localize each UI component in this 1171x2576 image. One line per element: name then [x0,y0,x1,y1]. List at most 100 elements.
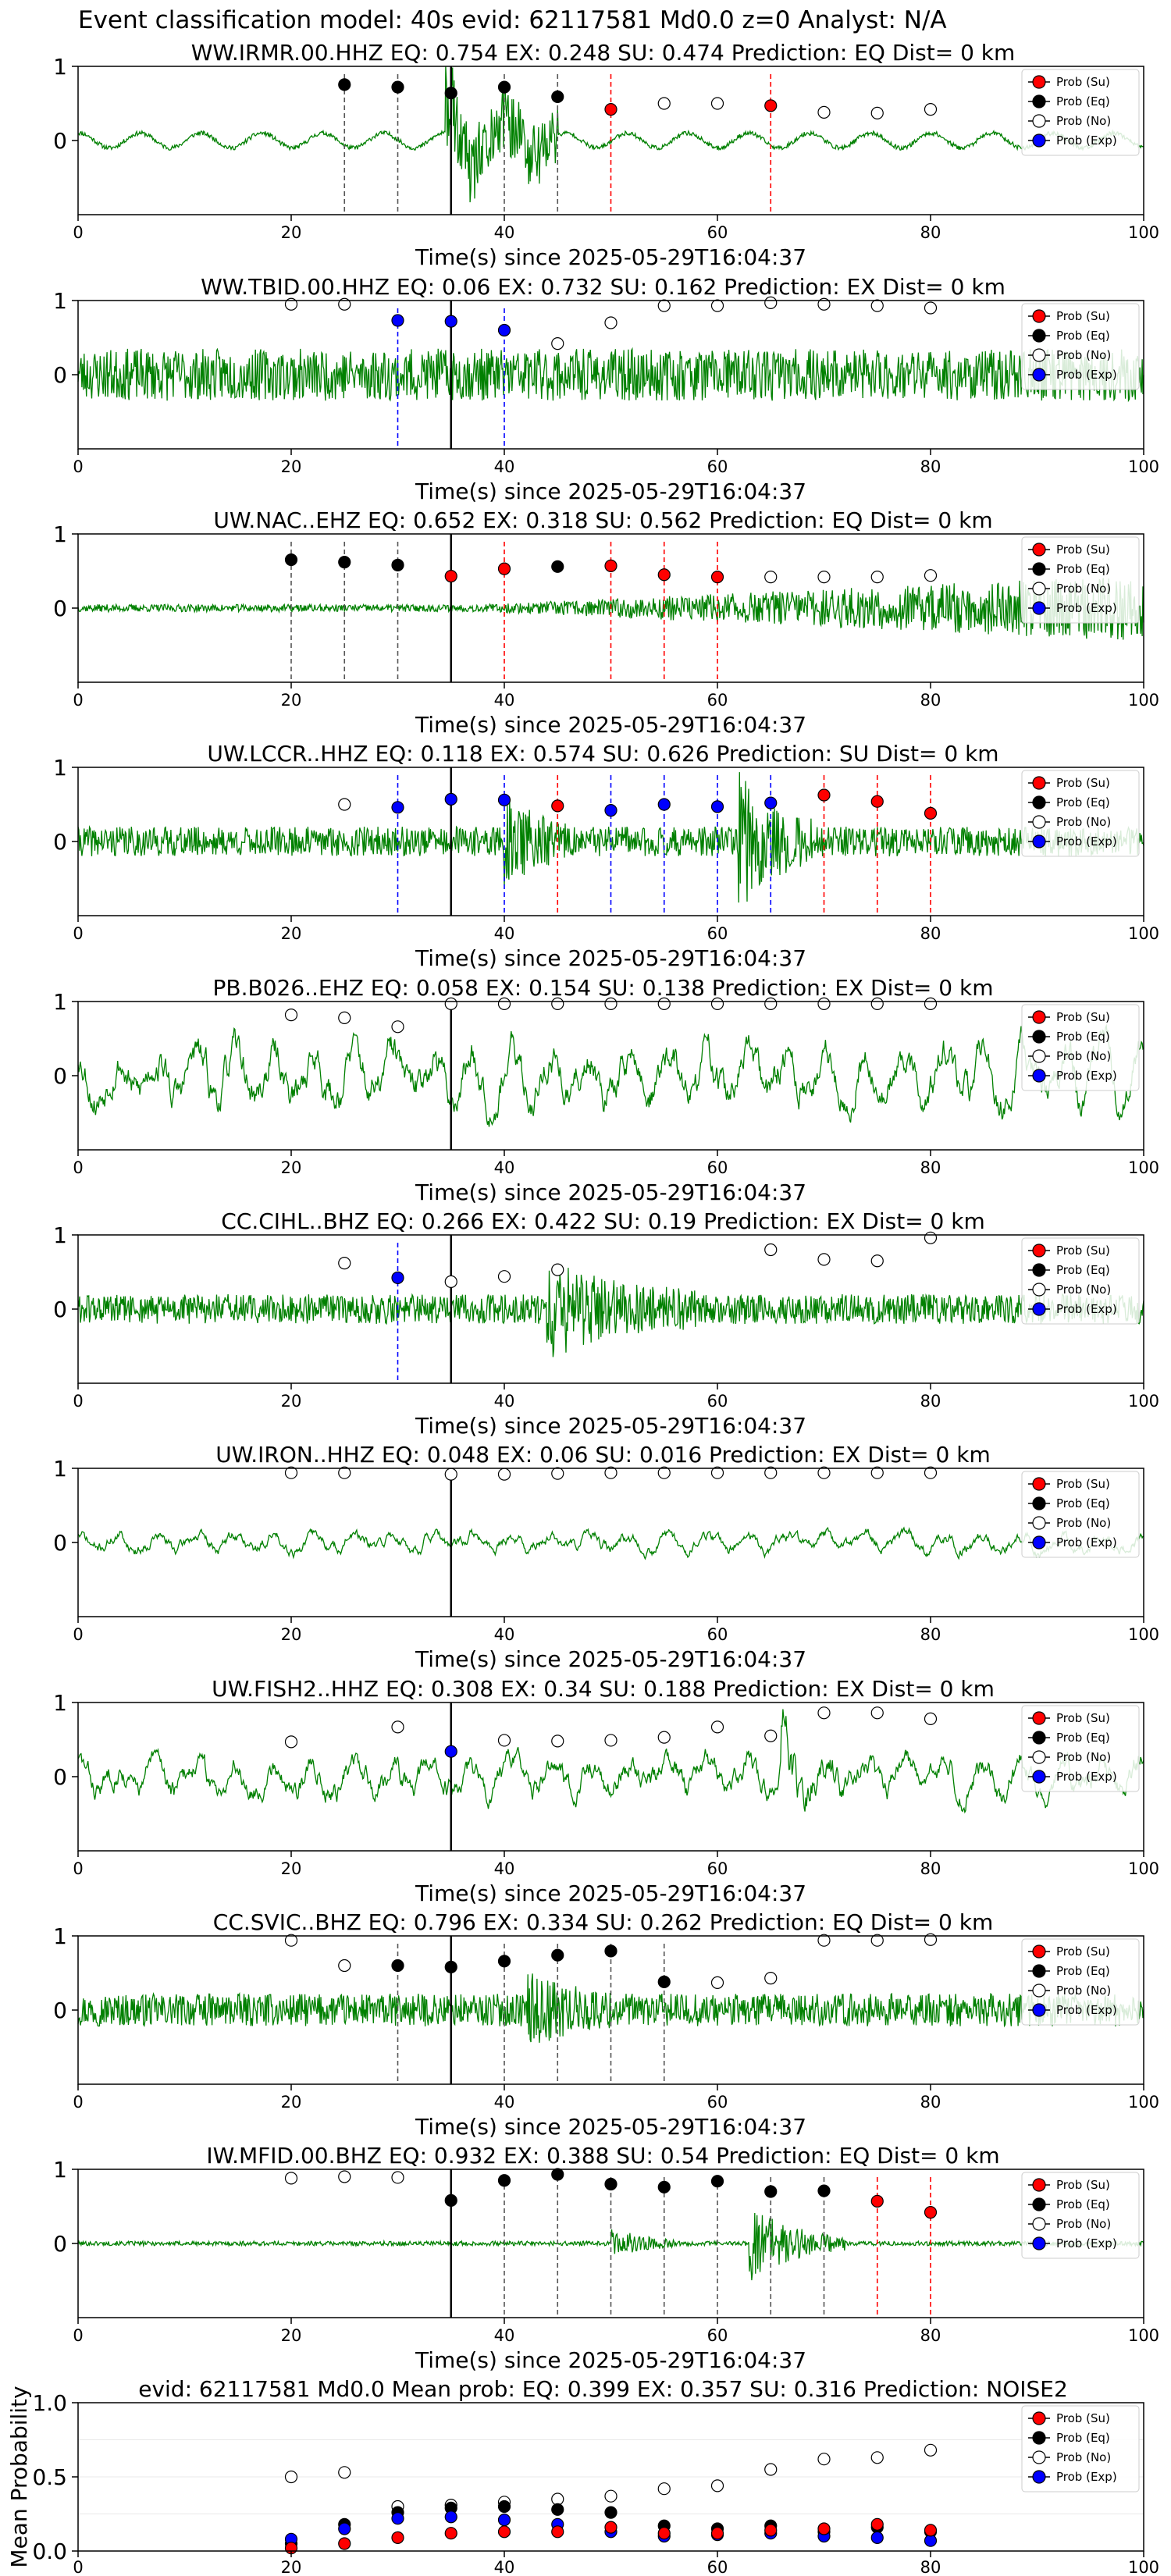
probability-point [444,2194,457,2207]
y-tick-label: 0.0 [32,2539,67,2564]
x-tick-label: 20 [281,223,302,242]
probability-point [497,1955,511,1968]
x-tick-label: 100 [1128,1158,1159,1177]
mean-prob-point [764,2524,778,2537]
x-tick-label: 0 [73,924,83,943]
legend-marker [1032,114,1046,128]
x-tick-label: 20 [281,1158,302,1177]
legend-label: Prob (Eq) [1056,2197,1110,2211]
mean-prob-point [444,2510,457,2524]
probability-point [497,562,511,575]
legend-label: Prob (Eq) [1056,329,1110,343]
legend-marker [1032,1535,1046,1550]
x-tick-label: 80 [920,223,941,242]
x-tick-label: 20 [281,2326,302,2345]
probability-point [338,297,351,311]
probability-point [338,798,351,811]
waveform-trace [77,2212,1144,2281]
mean-prob-point [497,2514,511,2527]
legend-marker [1032,309,1046,323]
legend-label: Prob (No) [1056,2450,1111,2464]
x-tick-label: 80 [920,924,941,943]
probability-point [284,1735,298,1749]
legend-marker [1032,2470,1046,2484]
x-tick-label: 0 [73,1392,83,1411]
probability-point [284,297,298,311]
y-tick-label: 0 [53,128,67,154]
x-tick-label: 20 [281,924,302,943]
legend-marker [1032,1496,1046,1510]
mean-prob-point [870,2517,884,2531]
x-tick-label: 40 [494,2093,515,2112]
mean-prob-point [924,2443,938,2457]
waveform-panel: 0 20 40 60 80 100 0 1 UW.LCCR..HHZ EQ: 0.118 EX:… [53,741,1159,971]
y-tick-label: 1 [53,1222,67,1248]
probability-point [604,803,618,817]
x-axis-label: Time(s) since 2025-05-29T16:04:37 [415,1179,806,1205]
probability-point [870,570,884,584]
legend-label: Prob (No) [1056,114,1111,128]
probability-point [924,997,938,1010]
legend-label: Prob (Exp) [1056,2236,1117,2250]
probability-point [604,1944,618,1958]
probability-point [924,103,938,116]
probability-point [604,559,618,572]
probability-point [657,1975,671,1988]
x-tick-label: 60 [707,1859,728,1878]
x-tick-label: 60 [707,223,728,242]
legend-label: Prob (No) [1056,582,1111,596]
y-tick-label: 0 [53,596,67,621]
x-tick-label: 100 [1128,1625,1159,1644]
x-tick-label: 0 [73,2558,83,2576]
x-tick-label: 0 [73,223,83,242]
x-tick-label: 100 [1128,924,1159,943]
x-tick-label: 0 [73,1625,83,1644]
y-tick-label: 0 [53,1998,67,2023]
mean-prob-point [391,2512,404,2525]
probability-point [551,1263,564,1276]
probability-point [764,2185,778,2198]
y-tick-label: 1 [53,1456,67,1482]
probability-point [710,1720,724,1734]
legend-label: Prob (Eq) [1056,562,1110,576]
waveform-panel: 0 20 40 60 80 100 0 1 UW.NAC..EHZ EQ: 0.652 EX: … [53,507,1159,738]
waveform-trace [77,1268,1144,1357]
x-tick-label: 20 [281,457,302,476]
probability-point [764,1972,778,1985]
legend-label: Prob (Exp) [1056,1770,1117,1784]
legend-label: Prob (Exp) [1056,1069,1117,1083]
x-tick-label: 100 [1128,691,1159,710]
x-tick-label: 60 [707,924,728,943]
mean-prob-point [924,2524,938,2537]
probability-point [870,795,884,808]
legend-label: Prob (Exp) [1056,834,1117,849]
probability-point [497,1734,511,1747]
legend-label: Prob (Exp) [1056,368,1117,382]
legend-label: Prob (Exp) [1056,1535,1117,1550]
y-tick-label: 0 [53,829,67,855]
probability-point [497,2174,511,2187]
x-axis-label: Time(s) since 2025-05-29T16:04:37 [415,1646,806,1672]
probability-point [338,1011,351,1025]
probability-point [604,103,618,116]
panel-title: UW.LCCR..HHZ EQ: 0.118 EX: 0.574 SU: 0.6… [207,741,998,767]
mean-prob-point [870,2451,884,2464]
legend-marker [1032,75,1046,89]
probability-point [444,1960,457,1973]
x-axis-label: Time(s) since 2025-05-29T16:04:37 [415,2114,806,2140]
x-tick-label: 100 [1128,457,1159,476]
legend-label: Prob (Su) [1056,1010,1110,1024]
legend-marker [1032,1263,1046,1277]
probability-point [870,1706,884,1720]
legend-marker [1032,1049,1046,1063]
probability-point [604,316,618,329]
x-tick-label: 80 [920,1859,941,1878]
mean-prob-point [497,2500,511,2514]
legend-marker [1032,133,1046,148]
x-tick-label: 100 [1128,1859,1159,1878]
x-tick-label: 0 [73,1859,83,1878]
probability-point [497,323,511,337]
x-tick-label: 0 [73,1158,83,1177]
legend-label: Prob (No) [1056,1750,1111,1764]
legend-label: Prob (Eq) [1056,1964,1110,1978]
